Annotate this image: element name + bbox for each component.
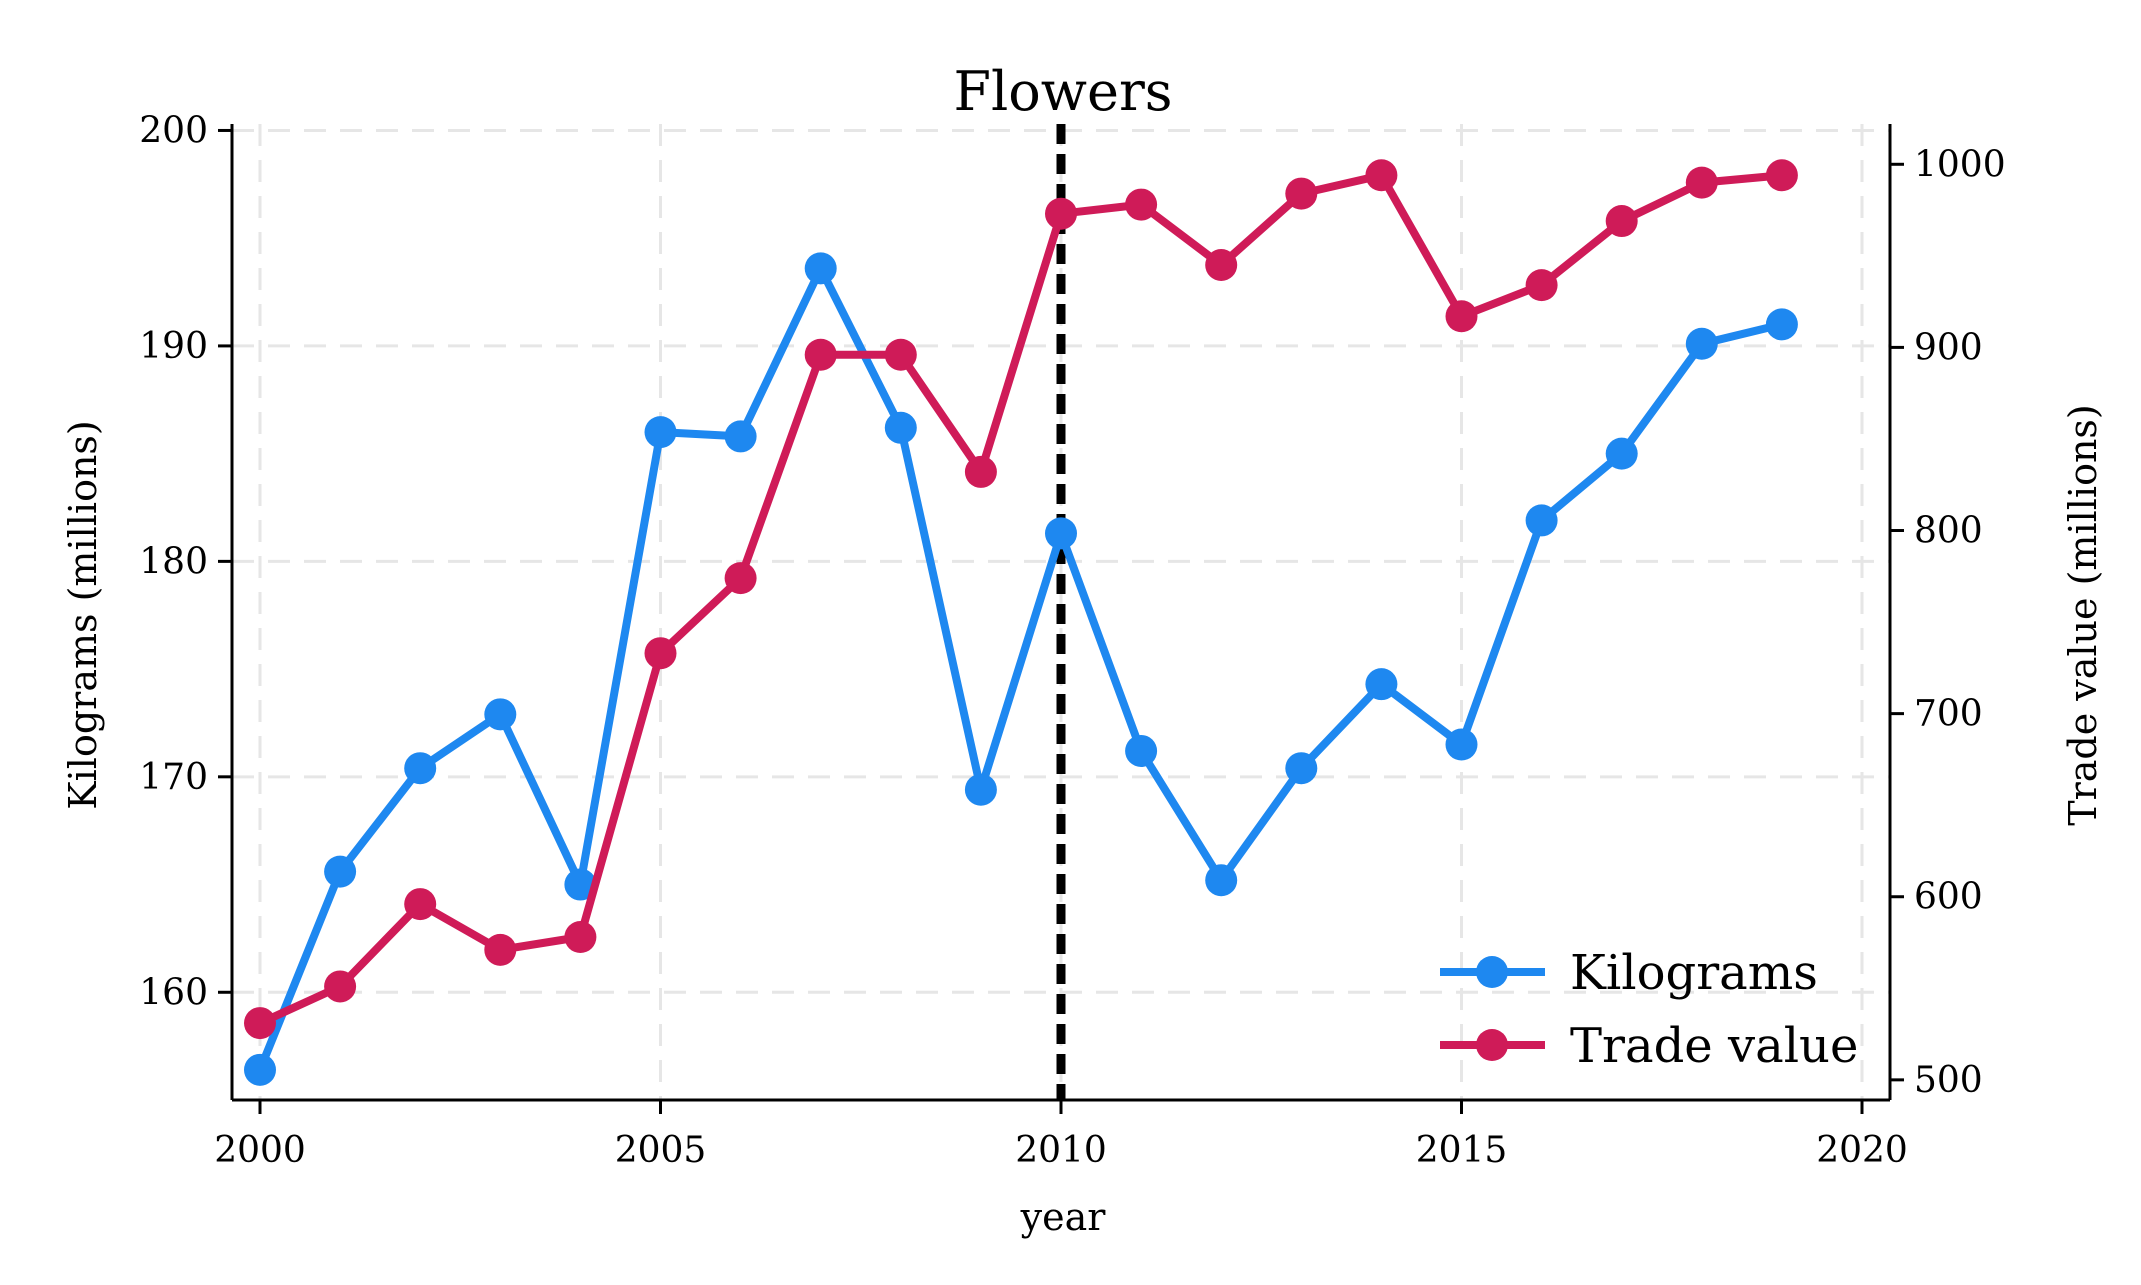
data-point-kilograms-2001 [324, 855, 357, 888]
right-y-tick-label: 1000 [1914, 144, 2006, 185]
data-point-kilograms-2008 [884, 411, 917, 444]
data-point-kilograms-2012 [1205, 864, 1238, 897]
x-tick-label: 2000 [214, 1130, 306, 1171]
data-point-trade-value-2005 [644, 637, 677, 670]
data-point-trade-value-2018 [1685, 166, 1718, 199]
x-axis-title: year [1020, 1195, 1107, 1239]
data-point-kilograms-2004 [564, 868, 597, 901]
data-point-kilograms-2013 [1285, 752, 1318, 785]
chart-title: Flowers [954, 60, 1173, 123]
right-y-tick-label: 600 [1914, 877, 1983, 918]
x-tick-label: 2020 [1816, 1130, 1908, 1171]
legend-label-kilograms: Kilograms [1570, 945, 1818, 1001]
axes: 2000 2005 2010 2015 2020 160 170 180 190 200 500 60… [139, 110, 2005, 1171]
data-point-kilograms-2010 [1045, 517, 1077, 550]
left-y-tick-label: 190 [139, 326, 208, 367]
data-point-trade-value-2013 [1285, 177, 1318, 210]
legend: Kilograms Trade value [1440, 945, 1858, 1074]
legend-label-trade-value: Trade value [1570, 1018, 1858, 1074]
data-point-kilograms-2016 [1525, 504, 1558, 537]
right-y-axis-title: Trade value (millions) [2061, 404, 2105, 826]
data-point-kilograms-2017 [1605, 437, 1638, 470]
x-tick-label: 2005 [615, 1130, 707, 1171]
data-point-kilograms-2002 [404, 752, 437, 785]
right-y-tick-label: 500 [1914, 1060, 1983, 1101]
right-y-tick-label: 900 [1914, 327, 1983, 368]
data-point-kilograms-2014 [1365, 668, 1398, 701]
left-y-tick-label: 200 [139, 110, 208, 151]
x-tick-label: 2015 [1416, 1130, 1508, 1171]
data-point-trade-value-2012 [1205, 248, 1238, 281]
legend-marker-kilograms [1476, 956, 1508, 988]
series-line-kilograms [256, 264, 1783, 1072]
data-point-kilograms-2006 [724, 420, 757, 453]
data-point-trade-value-2004 [564, 921, 597, 954]
data-point-trade-value-2001 [324, 970, 357, 1003]
data-point-kilograms-2015 [1445, 728, 1478, 761]
data-point-kilograms-2018 [1685, 327, 1718, 360]
data-point-trade-value-2006 [724, 562, 757, 595]
data-point-trade-value-2011 [1125, 188, 1158, 221]
data-point-kilograms-2019 [1765, 308, 1798, 341]
data-point-trade-value-2008 [884, 338, 917, 371]
data-point-trade-value-2000 [244, 1007, 276, 1040]
data-point-trade-value-2010 [1045, 197, 1077, 230]
data-point-kilograms-2011 [1125, 734, 1158, 767]
data-point-trade-value-2019 [1765, 159, 1798, 192]
data-point-trade-value-2009 [964, 455, 997, 488]
data-point-kilograms-2003 [484, 698, 517, 731]
right-y-tick-label: 800 [1914, 511, 1983, 552]
legend-marker-trade-value [1476, 1029, 1508, 1061]
data-point-trade-value-2003 [484, 933, 517, 966]
series-group [244, 159, 1798, 1086]
x-tick-label: 2010 [1015, 1130, 1107, 1171]
left-y-axis-title: Kilograms (millions) [61, 420, 105, 809]
data-point-trade-value-2015 [1445, 300, 1478, 333]
data-point-kilograms-2007 [804, 252, 837, 285]
data-point-trade-value-2017 [1605, 205, 1638, 238]
data-point-kilograms-2009 [964, 773, 997, 806]
data-point-trade-value-2016 [1525, 269, 1558, 302]
right-y-tick-label: 700 [1914, 694, 1983, 735]
data-point-trade-value-2002 [404, 888, 437, 921]
left-y-tick-label: 160 [139, 972, 208, 1013]
left-y-tick-label: 170 [139, 757, 208, 798]
data-point-kilograms-2000 [244, 1053, 276, 1086]
data-point-trade-value-2014 [1365, 159, 1398, 192]
data-point-trade-value-2007 [804, 338, 837, 371]
data-point-kilograms-2005 [644, 416, 677, 449]
left-y-tick-label: 180 [139, 541, 208, 582]
